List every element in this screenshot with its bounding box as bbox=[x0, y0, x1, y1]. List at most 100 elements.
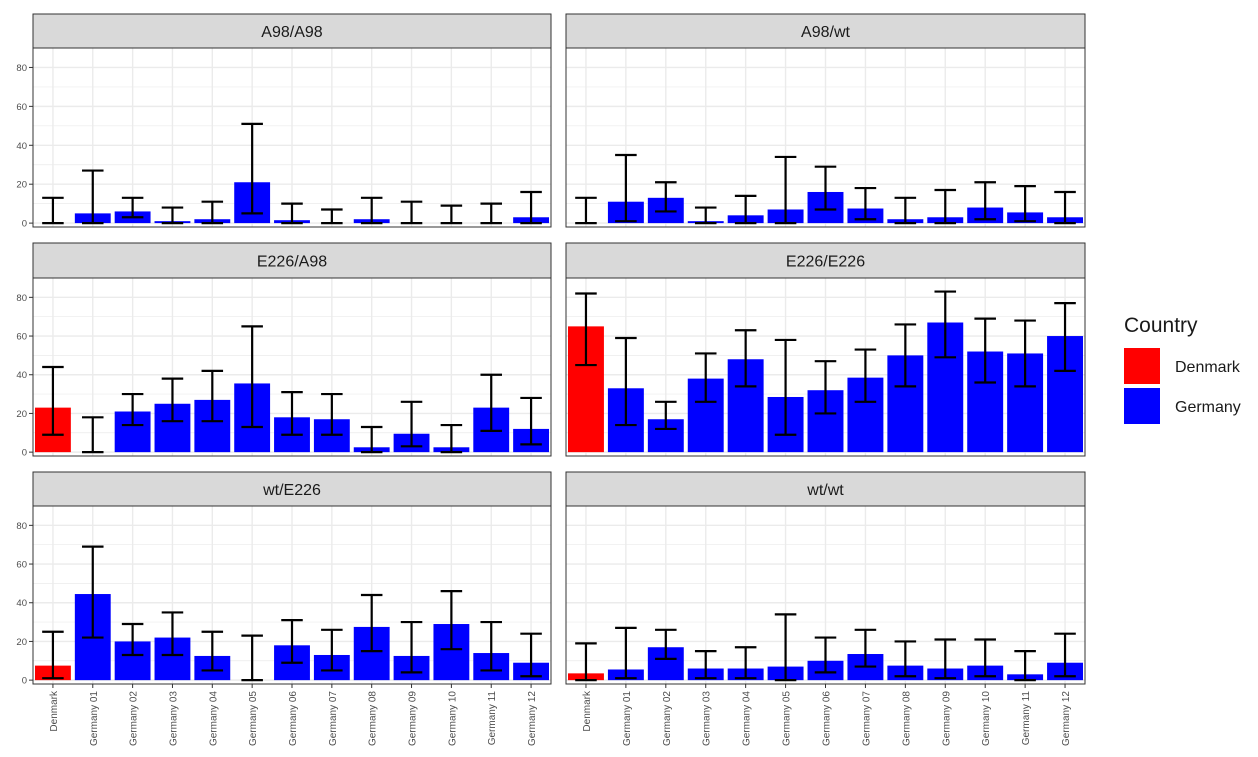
y-tick-label: 80 bbox=[16, 63, 27, 74]
panel-border bbox=[32, 47, 552, 228]
panel-wt-e226: wt/E226 0 20 40 60 80 Denmark Germany 01 Germany… bbox=[16, 471, 552, 746]
error-bar bbox=[575, 642, 597, 682]
panel-border bbox=[32, 277, 552, 457]
error-bar bbox=[1014, 650, 1036, 682]
panel-wt-wt: wt/wt Denmark Germany 01 Germany 02 Germany … bbox=[565, 471, 1086, 746]
error-bar bbox=[82, 416, 104, 454]
facet-title: E226/E226 bbox=[786, 254, 865, 271]
error-bar bbox=[440, 204, 463, 225]
error-bar bbox=[480, 620, 502, 672]
panel-border bbox=[565, 277, 1086, 457]
legend: Country Denmark Germany bbox=[1124, 314, 1241, 424]
error-bar bbox=[934, 290, 957, 359]
error-bar bbox=[655, 628, 677, 660]
error-bar bbox=[400, 200, 423, 225]
x-tick-label: Germany 09 bbox=[408, 691, 419, 746]
y-tick-label: 20 bbox=[16, 180, 27, 191]
legend-label-denmark: Denmark bbox=[1175, 359, 1241, 376]
error-bar bbox=[734, 329, 757, 388]
error-bar bbox=[241, 122, 263, 215]
chart-panels: A98/A98020406080A98/wtE226/A98020406080E… bbox=[16, 13, 1086, 746]
x-tick-label: Germany 03 bbox=[168, 691, 179, 746]
y-tick-label: 0 bbox=[22, 676, 27, 687]
error-bar bbox=[894, 640, 917, 678]
error-bar bbox=[480, 202, 502, 225]
error-bar bbox=[615, 153, 637, 223]
facet-title: E226/A98 bbox=[257, 254, 327, 271]
error-bar bbox=[440, 423, 463, 454]
error-bar bbox=[1014, 185, 1036, 223]
error-bar bbox=[1014, 319, 1036, 388]
x-tick-label: Germany 07 bbox=[861, 691, 872, 746]
error-bar bbox=[201, 630, 224, 672]
error-bar bbox=[400, 620, 423, 674]
error-bar bbox=[480, 373, 502, 432]
error-bar bbox=[360, 425, 383, 454]
x-tick-label: Germany 07 bbox=[328, 691, 339, 746]
x-tick-label: Germany 06 bbox=[288, 691, 299, 746]
error-bar bbox=[814, 636, 837, 674]
error-bar bbox=[854, 628, 877, 668]
error-bar bbox=[655, 181, 677, 213]
error-bar bbox=[321, 628, 343, 672]
error-bar bbox=[894, 196, 917, 225]
error-bar bbox=[400, 400, 423, 448]
facet-title: wt/wt bbox=[806, 482, 844, 499]
error-bar bbox=[894, 323, 917, 388]
error-bar bbox=[734, 646, 757, 680]
error-bar bbox=[734, 194, 757, 225]
facet-title: A98/A98 bbox=[261, 24, 322, 41]
error-bar bbox=[974, 638, 996, 678]
error-bar bbox=[520, 396, 542, 446]
error-bar bbox=[82, 545, 104, 639]
error-bar bbox=[161, 611, 184, 657]
x-tick-label: Germany 08 bbox=[901, 691, 912, 746]
x-tick-label: Germany 05 bbox=[248, 691, 259, 746]
y-tick-label: 40 bbox=[16, 370, 27, 381]
panel-a98-wt: A98/wt bbox=[565, 13, 1086, 228]
error-bar bbox=[321, 208, 343, 225]
panel-border bbox=[565, 47, 1086, 228]
error-bar bbox=[774, 338, 797, 436]
error-bar bbox=[1054, 190, 1076, 225]
error-bar bbox=[655, 400, 677, 431]
x-tick-label: Germany 06 bbox=[822, 691, 833, 746]
error-bar bbox=[440, 590, 463, 651]
error-bar bbox=[520, 190, 542, 225]
y-tick-label: 60 bbox=[16, 332, 27, 343]
x-tick-label: Germany 12 bbox=[1061, 691, 1072, 746]
error-bar bbox=[615, 336, 637, 427]
error-bar bbox=[854, 348, 877, 403]
x-tick-label: Germany 04 bbox=[742, 691, 753, 746]
error-bar bbox=[520, 632, 542, 678]
x-tick-label: Germany 04 bbox=[208, 691, 219, 746]
y-tick-label: 0 bbox=[22, 219, 27, 230]
x-tick-label: Germany 10 bbox=[447, 691, 458, 746]
y-tick-label: 20 bbox=[16, 409, 27, 420]
error-bar bbox=[281, 391, 303, 436]
error-bar bbox=[82, 169, 104, 225]
error-bar bbox=[814, 360, 837, 415]
facet-strip bbox=[32, 471, 552, 507]
legend-swatch-denmark bbox=[1124, 348, 1160, 384]
y-tick-label: 0 bbox=[22, 448, 27, 459]
x-tick-label: Germany 12 bbox=[527, 691, 538, 746]
error-bar bbox=[694, 650, 717, 680]
error-bar bbox=[360, 196, 383, 225]
legend-title: Country bbox=[1124, 314, 1198, 337]
facet-title: wt/E226 bbox=[262, 482, 321, 499]
error-bar bbox=[774, 613, 797, 682]
error-bar bbox=[201, 369, 224, 423]
panel-a98-a98: A98/A98 0 20 40 60 80 bbox=[16, 13, 552, 230]
error-bar bbox=[694, 352, 717, 403]
legend-swatch-germany bbox=[1124, 388, 1160, 424]
y-tick-label: 80 bbox=[16, 521, 27, 532]
error-bar bbox=[42, 196, 64, 225]
error-bar bbox=[774, 155, 797, 225]
error-bar bbox=[201, 200, 224, 225]
error-bar bbox=[974, 317, 996, 384]
error-bar bbox=[934, 638, 957, 680]
facet-strip bbox=[565, 471, 1086, 507]
error-bar bbox=[974, 181, 996, 221]
